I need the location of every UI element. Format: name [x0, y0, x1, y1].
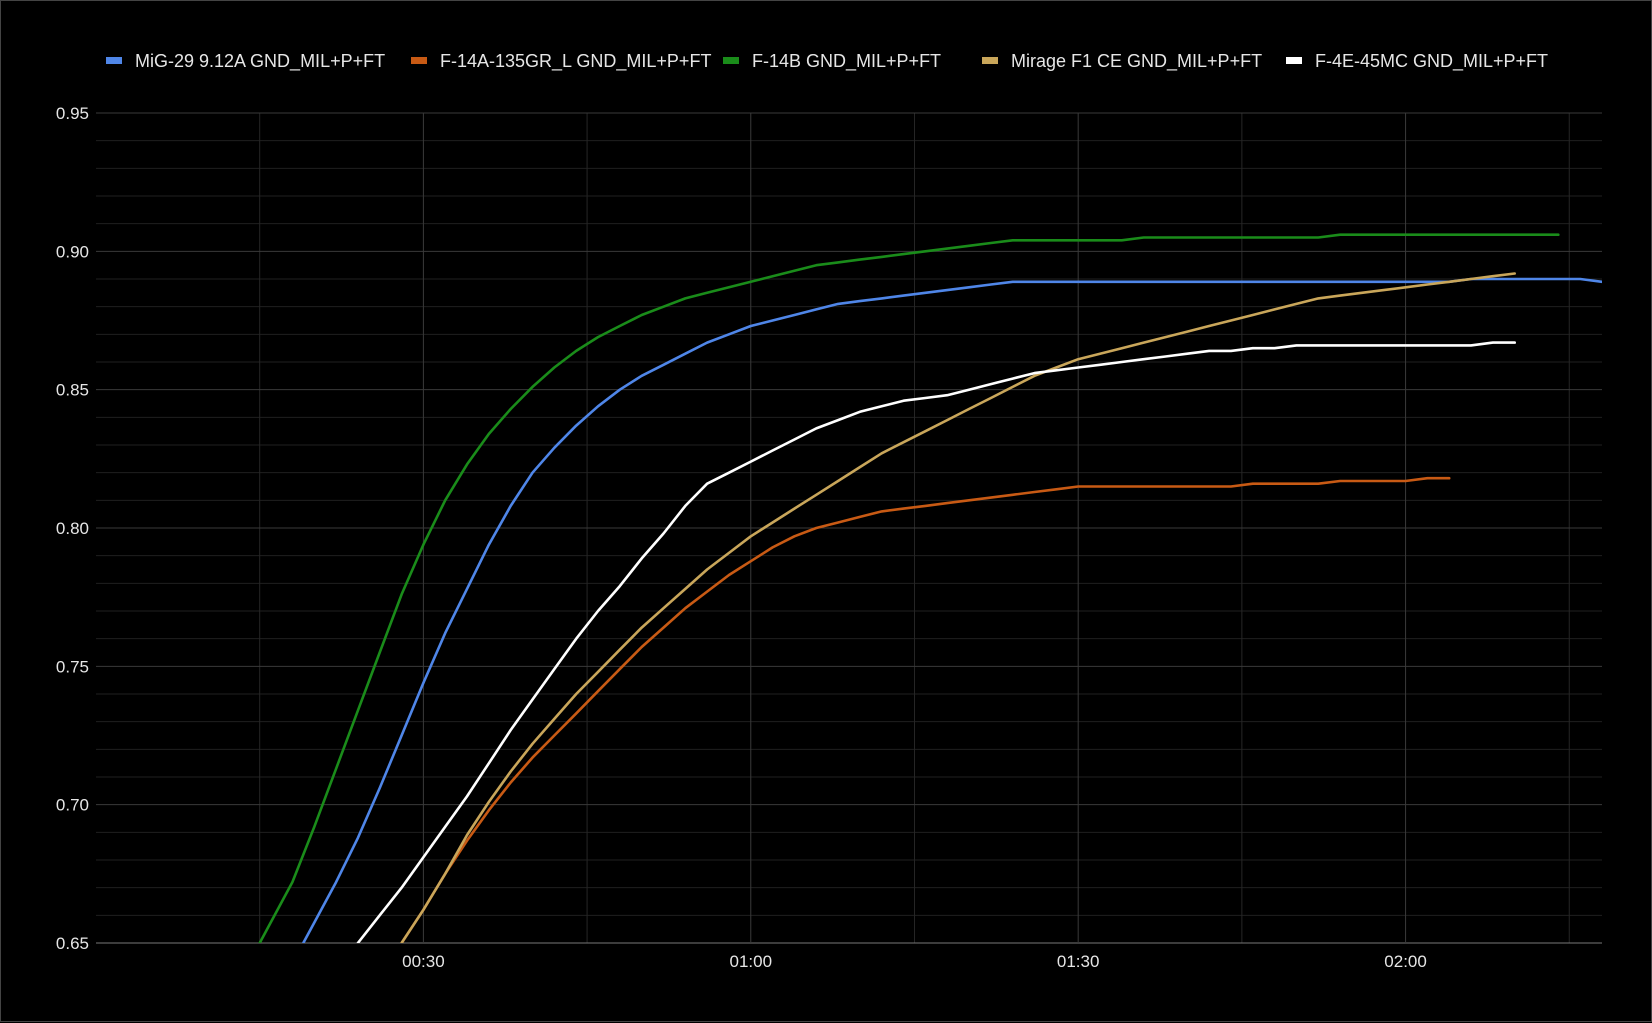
- legend-swatch: [106, 57, 122, 64]
- y-tick-label: 0.95: [56, 104, 89, 123]
- legend-entry-label: F-14A-135GR_L GND_MIL+P+FT: [440, 51, 711, 72]
- series-line-5: [356, 341, 1516, 943]
- y-tick-label: 0.70: [56, 796, 89, 815]
- x-tick-label: 01:30: [1057, 952, 1100, 971]
- legend-swatch: [723, 57, 739, 64]
- grid: [96, 112, 1602, 944]
- y-tick-label: 0.80: [56, 519, 89, 538]
- series-line-2: [400, 476, 1451, 943]
- series-line-1: [301, 277, 1602, 943]
- axis-ticks: 0.65 0.70 0.75 0.80 0.85 0.90 0.95 00:30 01:00 01…: [56, 104, 1427, 971]
- legend-entry-label: F-4E-45MC GND_MIL+P+FT: [1315, 51, 1548, 72]
- legend-entry-label: MiG-29 9.12A GND_MIL+P+FT: [135, 51, 385, 72]
- legend-entry-label: F-14B GND_MIL+P+FT: [752, 51, 941, 72]
- y-tick-label: 0.90: [56, 242, 89, 261]
- y-tick-label: 0.75: [56, 657, 89, 676]
- y-tick-label: 0.85: [56, 381, 89, 400]
- legend-swatch: [982, 57, 998, 64]
- x-tick-label: 02:00: [1384, 952, 1427, 971]
- legend-swatch: [1286, 57, 1302, 64]
- legend-swatch: [411, 57, 427, 64]
- legend: MiG-29 9.12A GND_MIL+P+FT F-14A-135GR_L G…: [106, 51, 1548, 72]
- series-lines: [258, 233, 1602, 943]
- series-line-3: [258, 233, 1560, 943]
- x-tick-label: 00:30: [402, 952, 445, 971]
- legend-entry-label: Mirage F1 CE GND_MIL+P+FT: [1011, 51, 1262, 72]
- y-tick-label: 0.65: [56, 934, 89, 953]
- x-tick-label: 01:00: [730, 952, 773, 971]
- series-line-4: [400, 272, 1516, 943]
